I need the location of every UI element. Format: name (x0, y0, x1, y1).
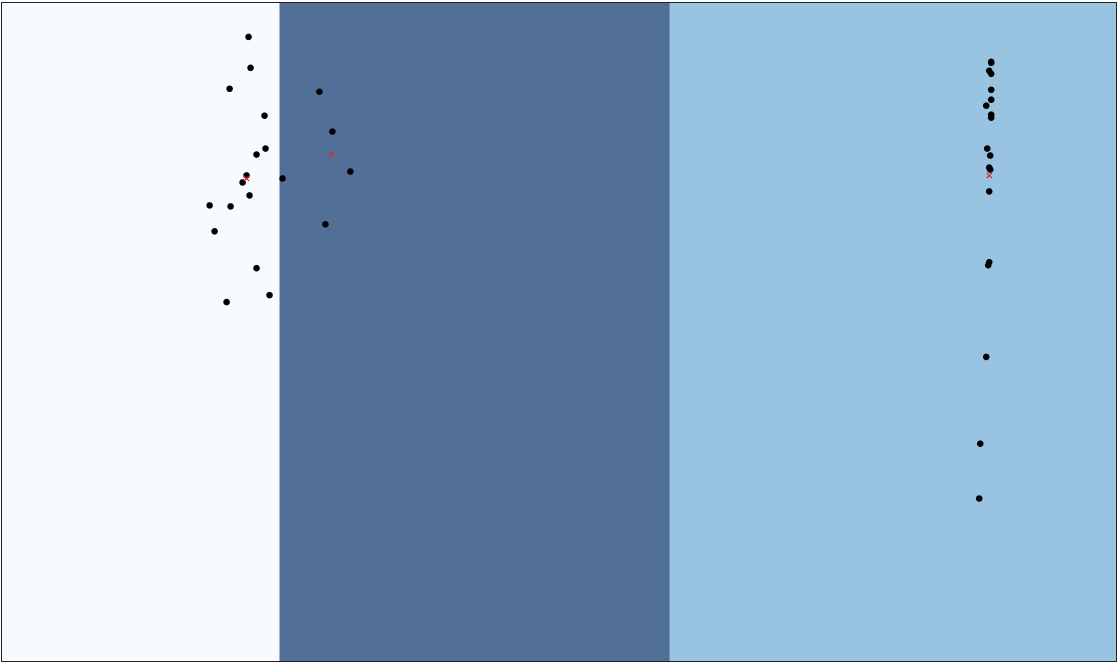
data-point (982, 102, 990, 109)
data-point (266, 291, 273, 299)
data-point (985, 188, 993, 195)
data-point (253, 264, 260, 272)
data-point (329, 128, 336, 135)
data-point (226, 85, 233, 93)
data-point (987, 96, 995, 103)
data-point (975, 495, 983, 502)
background-region-1 (2, 3, 280, 661)
centroid-marker (986, 172, 993, 179)
data-point (982, 353, 990, 361)
data-point (984, 261, 992, 269)
data-point (279, 175, 286, 182)
data-point (211, 228, 218, 235)
data-point (987, 114, 995, 121)
data-points (206, 33, 995, 502)
data-point (227, 203, 234, 210)
data-point (253, 151, 260, 158)
data-point (986, 166, 994, 173)
data-point (983, 145, 991, 152)
data-point (246, 192, 253, 199)
data-point (322, 221, 329, 228)
data-point (316, 88, 323, 96)
data-point (247, 64, 254, 72)
data-point (987, 86, 995, 94)
data-point (976, 440, 984, 447)
plot-area (2, 3, 1116, 661)
data-point (986, 152, 994, 159)
centroid-marker (328, 151, 335, 158)
data-point (987, 58, 995, 66)
data-point (262, 145, 269, 152)
data-point (223, 298, 230, 306)
data-point (245, 33, 252, 41)
data-point (206, 202, 213, 209)
background-regions (2, 3, 1116, 661)
background-region-2 (279, 3, 670, 661)
data-point (347, 168, 354, 175)
centroid-marker (243, 175, 250, 182)
data-point (987, 70, 995, 78)
background-region-3 (669, 3, 1116, 661)
data-point (261, 112, 268, 119)
